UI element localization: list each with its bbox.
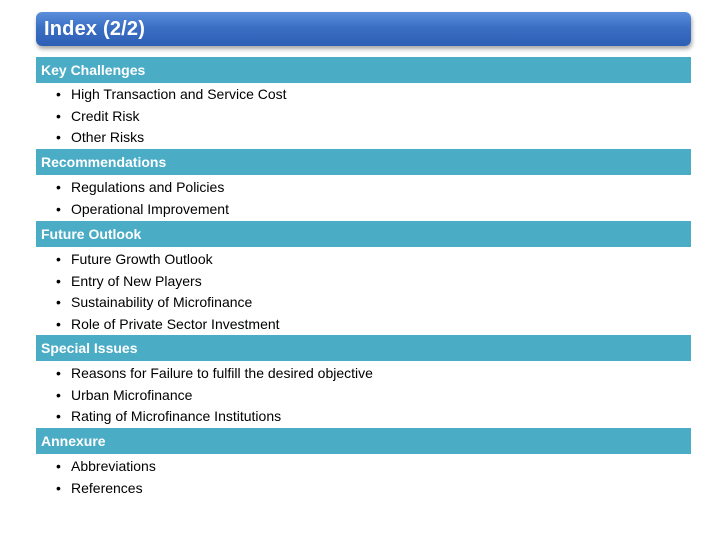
section-list-recommendations: • Regulations and Policies • Operational I… — [56, 177, 229, 220]
list-item-label: Other Risks — [71, 129, 145, 146]
section-bar-recommendations: Recommendations — [36, 149, 691, 175]
list-item: • Regulations and Policies — [56, 177, 229, 199]
list-item: • Credit Risk — [56, 106, 287, 128]
bullet-icon: • — [56, 129, 61, 146]
list-item-label: High Transaction and Service Cost — [71, 86, 287, 102]
section-list-annexure: • Abbreviations • References — [56, 456, 156, 499]
list-item: • Reasons for Failure to fulfill the desi… — [56, 363, 373, 385]
page-title: Index (2/2) — [44, 17, 146, 40]
list-item-label: Abbreviations — [71, 458, 156, 474]
section-bar-annexure: Annexure — [36, 428, 691, 454]
bullet-icon: • — [56, 200, 61, 217]
list-item: • Future Growth Outlook — [56, 249, 280, 271]
list-item: • Operational Improvement — [56, 199, 229, 221]
list-item-label: Reasons for Failure to fulfill the desir… — [71, 365, 373, 381]
bullet-icon: • — [56, 365, 61, 381]
bullet-icon: • — [56, 86, 61, 102]
bullet-icon: • — [56, 272, 61, 289]
list-item: • High Transaction and Service Cost — [56, 84, 287, 106]
list-item-label: Credit Risk — [71, 107, 140, 124]
list-item-label: Rating of Microfinance Institutions — [71, 408, 282, 425]
list-item: • Role of Private Sector Investment — [56, 314, 280, 336]
list-item: • Other Risks — [56, 127, 287, 149]
bullet-icon: • — [56, 315, 61, 332]
bullet-icon: • — [56, 251, 61, 267]
list-item-label: Operational Improvement — [71, 200, 229, 217]
section-heading: Annexure — [41, 433, 106, 449]
section-bar-key-challenges: Key Challenges — [36, 57, 691, 83]
list-item: • Entry of New Players — [56, 271, 280, 293]
section-heading: Future Outlook — [41, 226, 142, 242]
section-heading: Special Issues — [41, 340, 138, 356]
list-item-label: Urban Microfinance — [71, 386, 193, 403]
list-item-label: References — [71, 479, 143, 496]
section-list-special-issues: • Reasons for Failure to fulfill the desi… — [56, 363, 373, 428]
bullet-icon: • — [56, 479, 61, 496]
bullet-icon: • — [56, 107, 61, 124]
section-list-key-challenges: • High Transaction and Service Cost • Cred… — [56, 84, 287, 149]
list-item: • Abbreviations — [56, 456, 156, 478]
section-heading: Key Challenges — [41, 62, 146, 78]
list-item: • Sustainability of Microfinance — [56, 292, 280, 314]
bullet-icon: • — [56, 179, 61, 195]
list-item-label: Regulations and Policies — [71, 179, 225, 195]
list-item-label: Sustainability of Microfinance — [71, 294, 253, 311]
list-item: • Rating of Microfinance Institutions — [56, 406, 373, 428]
list-item-label: Role of Private Sector Investment — [71, 315, 280, 332]
bullet-icon: • — [56, 408, 61, 425]
section-heading: Recommendations — [41, 154, 167, 170]
bullet-icon: • — [56, 294, 61, 311]
list-item: • Urban Microfinance — [56, 385, 373, 407]
list-item-label: Entry of New Players — [71, 272, 202, 289]
list-item-label: Future Growth Outlook — [71, 251, 213, 267]
section-bar-future-outlook: Future Outlook — [36, 221, 691, 247]
list-item: • References — [56, 478, 156, 500]
section-bar-special-issues: Special Issues — [36, 335, 691, 361]
title-bar: Index (2/2) — [36, 12, 691, 46]
section-list-future-outlook: • Future Growth Outlook • Entry of New Pla… — [56, 249, 280, 335]
bullet-icon: • — [56, 386, 61, 403]
bullet-icon: • — [56, 458, 61, 474]
